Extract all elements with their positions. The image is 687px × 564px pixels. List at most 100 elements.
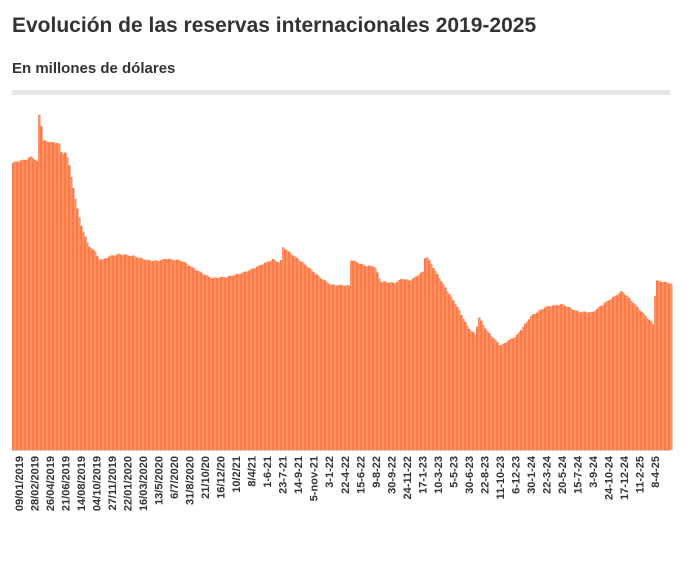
chart-bar	[508, 339, 511, 450]
chart-bar	[272, 259, 275, 450]
chart-bar	[574, 310, 577, 450]
chart-bar	[460, 314, 463, 450]
chart-bar	[416, 276, 419, 450]
chart-bar	[98, 259, 101, 450]
chart-bar	[566, 306, 569, 450]
chart-bar	[576, 310, 579, 450]
chart-bar	[364, 265, 367, 450]
chart-bar	[496, 342, 499, 450]
chart-bar	[646, 318, 649, 450]
chart-bar	[504, 343, 507, 450]
chart-bar	[184, 262, 187, 450]
chart-bar	[82, 231, 85, 450]
chart-bar	[622, 292, 625, 450]
chart-bar	[52, 142, 55, 451]
chart-bar	[176, 259, 179, 450]
x-tick-label: 31/8/2020	[185, 456, 197, 505]
x-tick-label: 24-11-22	[402, 456, 414, 499]
chart-bar	[440, 281, 443, 450]
chart-bar	[362, 264, 365, 450]
chart-bar	[48, 142, 51, 450]
chart-bar	[542, 309, 545, 450]
x-tick-label: 13/5/2020	[154, 456, 166, 505]
chart-bar	[614, 295, 617, 450]
chart-bar	[388, 282, 391, 450]
chart-bar	[260, 265, 263, 450]
chart-bar	[298, 260, 301, 450]
chart-bar	[218, 277, 221, 450]
chart-bar	[466, 325, 469, 450]
chart-bar	[358, 263, 361, 450]
x-tick-label: 6-12-23	[510, 456, 522, 494]
chart-bar	[126, 254, 129, 450]
chart-bar	[372, 266, 375, 450]
chart-bar	[514, 336, 517, 450]
chart-bar	[444, 287, 447, 450]
chart-bar	[90, 248, 93, 450]
chart-bar	[382, 281, 385, 450]
chart-bar	[172, 260, 175, 450]
chart-bar	[376, 272, 379, 450]
chart-bar	[220, 276, 223, 450]
x-tick-label: 5-nov-21	[309, 456, 321, 501]
chart-bar	[226, 277, 229, 450]
chart-bar	[386, 282, 389, 450]
chart-bar	[432, 267, 435, 450]
chart-bar	[146, 259, 149, 450]
chart-bar	[456, 306, 459, 450]
chart-bar	[334, 285, 337, 450]
chart-bar	[662, 282, 665, 450]
chart-bar	[636, 306, 639, 450]
chart-bar	[628, 298, 631, 450]
chart-bar	[346, 285, 349, 450]
x-tick-label: 22/01/2020	[123, 456, 135, 511]
chart-bar	[510, 338, 513, 450]
chart-bar	[518, 332, 521, 450]
chart-bar	[660, 281, 663, 450]
chart-bar	[316, 274, 319, 450]
chart-bar	[412, 278, 415, 450]
chart-bar	[118, 253, 121, 450]
chart-bar	[396, 281, 399, 450]
x-tick-label: 22-3-24	[541, 455, 553, 494]
chart-bar	[236, 273, 239, 450]
chart-bar	[446, 291, 449, 450]
chart-bar	[152, 260, 155, 450]
chart-bar	[286, 250, 289, 450]
chart-bar	[442, 283, 445, 450]
chart-bar	[256, 266, 259, 450]
x-tick-label: 24-10-24	[603, 455, 615, 500]
chart-bar	[400, 279, 403, 450]
chart-bar	[254, 268, 257, 450]
chart-bar	[284, 249, 287, 450]
chart-bar	[128, 255, 131, 450]
x-tick-label: 6/7/2020	[169, 456, 181, 499]
chart-bar	[502, 343, 505, 450]
chart-bar	[632, 303, 635, 450]
x-tick-label: 22-8-23	[479, 456, 491, 494]
chart-bar	[430, 264, 433, 450]
chart-bar	[322, 279, 325, 450]
chart-bar	[658, 280, 661, 450]
chart-bar	[140, 257, 143, 450]
x-tick-label: 17-1-23	[417, 456, 429, 494]
x-tick-label: 21/06/2019	[61, 456, 73, 511]
chart-bar	[488, 333, 491, 450]
chart-bar	[142, 259, 145, 450]
chart-bar	[592, 311, 595, 450]
chart-bar	[668, 283, 671, 450]
chart-bar	[192, 267, 195, 450]
chart-subtitle: En millones de dólares	[12, 60, 176, 77]
chart-bar	[250, 268, 253, 450]
chart-bar	[252, 268, 255, 450]
chart-bar	[64, 152, 67, 450]
chart-bar	[610, 298, 613, 450]
chart-bar	[654, 295, 657, 450]
chart-bar	[582, 311, 585, 450]
chart-bar	[78, 217, 81, 450]
chart-bar	[434, 270, 437, 450]
chart-bar	[268, 261, 271, 450]
x-tick-label: 10/2/21	[231, 456, 243, 493]
chart-bar	[224, 277, 227, 450]
chart-bar	[410, 280, 413, 450]
